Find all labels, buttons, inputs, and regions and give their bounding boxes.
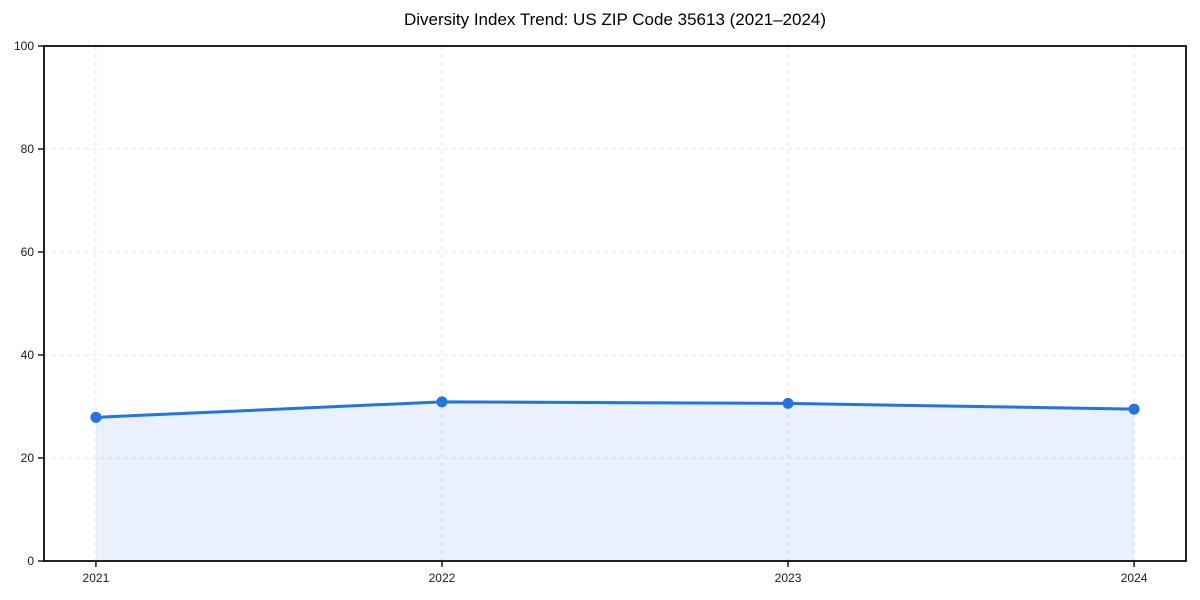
gridlines <box>44 46 1186 561</box>
axis-tick-labels: 0 20 40 60 80 100 2021 2022 2023 2024 <box>14 39 1148 585</box>
y-tick-label: 40 <box>21 348 35 362</box>
data-point <box>782 397 794 409</box>
plot-border <box>43 45 1187 562</box>
y-tick-label: 100 <box>14 39 34 53</box>
y-tick-label: 0 <box>27 554 34 568</box>
data-point <box>436 396 448 408</box>
x-tick-label: 2023 <box>775 571 802 585</box>
chart-title: Diversity Index Trend: US ZIP Code 35613… <box>403 10 827 29</box>
data-point <box>90 411 102 423</box>
area-fill <box>95 401 1135 561</box>
x-tick-label: 2024 <box>1121 571 1148 585</box>
y-tick-label: 20 <box>21 451 35 465</box>
x-tick-label: 2022 <box>429 571 456 585</box>
y-tick-label: 80 <box>21 142 35 156</box>
x-tick-label: 2021 <box>83 571 110 585</box>
data-point <box>1128 403 1140 415</box>
trend-line <box>94 400 1136 419</box>
y-tick-label: 60 <box>21 245 35 259</box>
axis-ticks <box>38 45 1135 567</box>
data-points <box>90 396 1140 423</box>
